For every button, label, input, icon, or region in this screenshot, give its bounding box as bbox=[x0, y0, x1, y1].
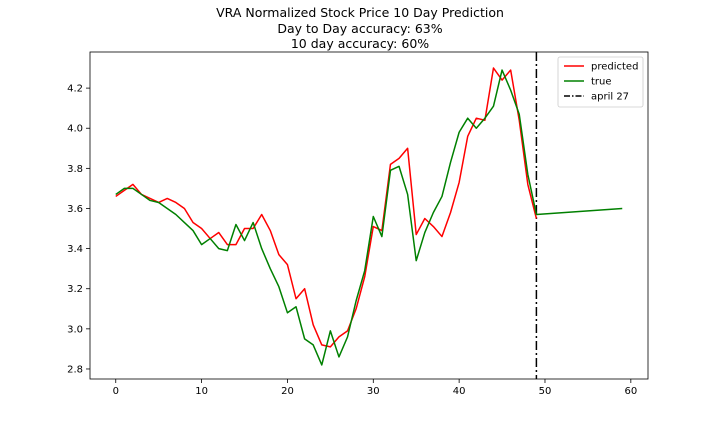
y-tick-label: 4.2 bbox=[67, 84, 83, 95]
y-tick-label: 3.0 bbox=[67, 324, 83, 335]
x-tick-label: 50 bbox=[539, 386, 552, 397]
x-tick-label: 0 bbox=[113, 386, 119, 397]
x-tick-label: 30 bbox=[367, 386, 380, 397]
legend-label-april-27: april 27 bbox=[591, 92, 629, 103]
x-axis-ticks: 0 10 20 30 40 50 60 bbox=[113, 379, 637, 397]
x-tick-label: 10 bbox=[195, 386, 208, 397]
x-tick-label: 20 bbox=[281, 386, 294, 397]
chart-subtitle-day-accuracy: Day to Day accuracy: 63% bbox=[277, 20, 443, 36]
y-tick-label: 4.0 bbox=[67, 124, 83, 135]
axes-frame bbox=[89, 51, 649, 380]
y-axis-ticks: 2.8 3.0 3.2 3.4 3.6 3.8 4.0 4.2 bbox=[67, 84, 90, 375]
x-tick-label: 60 bbox=[624, 386, 637, 397]
y-tick-label: 3.2 bbox=[67, 284, 83, 295]
legend: predicted true april 27 bbox=[557, 56, 644, 108]
lines-layer bbox=[115, 52, 623, 379]
y-tick-label: 3.8 bbox=[67, 164, 83, 175]
y-tick-label: 3.6 bbox=[67, 204, 83, 215]
chart-subtitle-10day-accuracy: 10 day accuracy: 60% bbox=[290, 36, 430, 51]
series-line-true bbox=[115, 69, 623, 366]
chart-title-block: VRA Normalized Stock Price 10 Day Predic… bbox=[0, 5, 720, 52]
legend-label-true: true bbox=[591, 77, 612, 88]
series-line-predicted bbox=[115, 67, 538, 348]
y-tick-label: 2.8 bbox=[67, 364, 83, 375]
legend-label-predicted: predicted bbox=[591, 62, 638, 73]
y-tick-label: 3.4 bbox=[67, 244, 83, 255]
x-tick-label: 40 bbox=[453, 386, 466, 397]
legend-box bbox=[557, 56, 644, 108]
chart-title: VRA Normalized Stock Price 10 Day Predic… bbox=[216, 5, 504, 20]
